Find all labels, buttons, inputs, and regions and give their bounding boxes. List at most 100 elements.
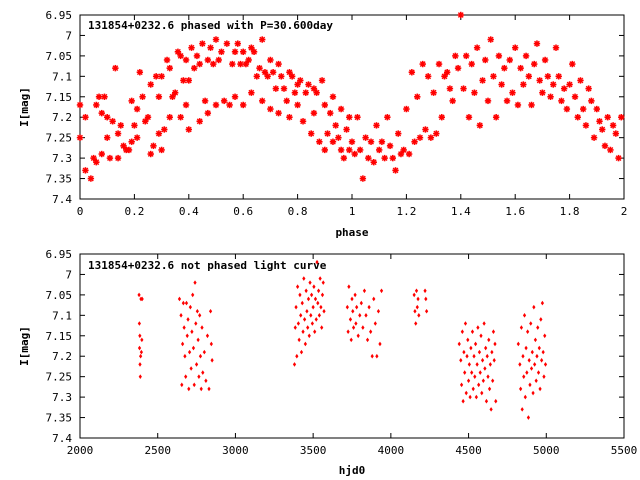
top-data-point <box>199 40 206 47</box>
bottom-data-point <box>209 341 213 347</box>
bottom-data-point <box>538 386 542 392</box>
top-data-point <box>87 175 95 182</box>
bottom-data-point <box>193 280 197 285</box>
bottom-data-point <box>531 390 535 396</box>
top-data-point <box>321 101 328 109</box>
bottom-data-point <box>470 329 475 334</box>
top-data-point <box>599 126 606 133</box>
top-data-point <box>414 93 421 100</box>
bottom-y-tick-label: 7.1 <box>52 309 72 322</box>
top-data-point <box>114 154 122 162</box>
top-y-tick-label: 7.1 <box>52 70 72 83</box>
bottom-data-point <box>194 321 198 326</box>
bottom-plot-frame <box>79 253 625 439</box>
top-data-point <box>196 118 203 125</box>
bottom-data-point <box>519 325 524 330</box>
top-y-tick-label: 6.95 <box>46 9 73 22</box>
bottom-data-point <box>191 345 196 351</box>
top-data-point <box>411 138 418 145</box>
top-data-point <box>286 114 293 121</box>
top-data-point <box>248 89 255 96</box>
bottom-data-point <box>295 353 299 359</box>
bottom-data-point <box>522 374 526 379</box>
top-data-point <box>286 69 293 76</box>
bottom-data-point <box>526 329 530 334</box>
bottom-data-point <box>535 353 539 359</box>
top-data-point <box>468 60 475 68</box>
top-data-point <box>82 114 89 121</box>
bottom-data-point <box>349 337 353 343</box>
bottom-data-point <box>463 370 467 375</box>
top-data-point <box>495 52 503 60</box>
bottom-data-point <box>490 349 494 355</box>
top-data-point <box>346 146 353 154</box>
bottom-data-point <box>293 325 297 330</box>
bottom-data-point <box>417 313 421 318</box>
top-data-point <box>210 60 217 68</box>
bottom-data-point <box>543 333 547 339</box>
bottom-data-point <box>415 304 419 310</box>
top-data-point <box>305 81 312 88</box>
bottom-y-tick-label: 7.15 <box>46 330 73 343</box>
top-y-tick-label: 7.2 <box>52 111 72 124</box>
bottom-data-point <box>542 374 546 379</box>
bottom-data-point <box>424 296 428 302</box>
bottom-data-point <box>491 378 495 384</box>
top-data-point <box>172 89 179 96</box>
bottom-data-point <box>482 321 486 326</box>
top-data-point <box>362 134 369 141</box>
top-plot: 6.95 7 7.05 7.1 7.15 7.2 7.25 7.3 7.35 7.4 0 0.2 0.… <box>18 9 627 239</box>
top-data-point <box>525 73 532 80</box>
top-data-point <box>501 64 508 72</box>
bottom-x-tick-label: 2000 <box>67 444 94 457</box>
top-data-point <box>283 97 290 105</box>
top-data-point <box>386 142 394 150</box>
top-data-point <box>131 122 138 129</box>
bottom-data-point <box>196 337 200 343</box>
bottom-data-point <box>355 304 359 310</box>
bottom-data-point <box>137 345 142 351</box>
top-data-point <box>275 60 282 68</box>
bottom-data-point <box>474 394 478 400</box>
top-data-point <box>147 81 154 88</box>
top-data-point <box>588 97 595 105</box>
top-data-point <box>212 101 220 109</box>
bottom-data-point <box>516 341 520 347</box>
top-data-point <box>104 114 111 121</box>
bottom-data-point <box>493 341 497 347</box>
bottom-data-point <box>463 321 468 326</box>
top-data-point <box>550 81 557 88</box>
bottom-data-point <box>350 296 354 302</box>
top-data-point <box>569 60 576 68</box>
bottom-data-point <box>184 300 189 306</box>
bottom-data-point <box>302 276 306 281</box>
top-data-point <box>180 77 187 84</box>
top-data-point <box>479 77 486 84</box>
top-data-point <box>302 89 309 96</box>
top-data-point <box>310 109 318 117</box>
top-data-point <box>163 56 171 64</box>
bottom-data-point <box>526 415 531 420</box>
top-data-point <box>245 56 252 64</box>
top-y-axis: 6.95 7 7.05 7.1 7.15 7.2 7.25 7.3 7.35 7.4 <box>46 9 624 206</box>
bottom-data-point <box>364 313 368 318</box>
top-data-point <box>560 85 568 92</box>
bottom-data-point <box>480 358 485 363</box>
bottom-data-point <box>187 349 192 355</box>
top-data-point <box>177 114 184 121</box>
top-data-point <box>313 89 320 96</box>
top-data-point <box>552 44 560 51</box>
bottom-data-point <box>414 288 419 294</box>
bottom-data-point <box>356 333 360 339</box>
bottom-data-point <box>533 337 538 343</box>
top-data-point <box>101 93 108 100</box>
bottom-data-point <box>475 362 479 367</box>
top-data-point <box>76 134 84 141</box>
bottom-data-point <box>299 349 304 355</box>
bottom-y-tick-label: 7.2 <box>52 350 72 363</box>
top-data-point <box>177 52 184 60</box>
top-data-point <box>259 97 266 105</box>
bottom-data-point <box>466 378 471 384</box>
top-data-point <box>607 146 614 154</box>
bottom-data-point <box>296 321 300 326</box>
